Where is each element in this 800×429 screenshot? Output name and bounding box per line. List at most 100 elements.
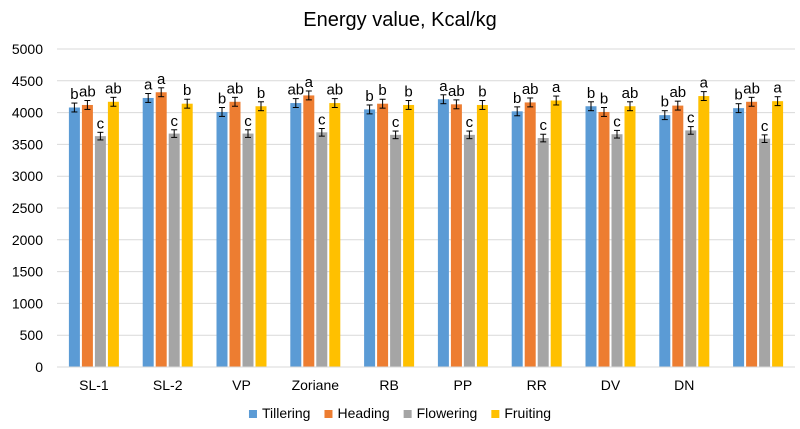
bar [659, 115, 671, 367]
significance-label: b [478, 84, 486, 101]
significance-label: c [244, 113, 252, 130]
significance-label: c [170, 113, 178, 130]
x-axis-tick-labels: SL-1 SL-2 VP Zoriane RB PP RR DV DN [79, 377, 694, 393]
significance-label: b [404, 84, 412, 101]
legend-label: Tillering [262, 405, 311, 421]
legend-swatch [491, 410, 500, 418]
x-tick-label: DV [601, 377, 621, 393]
bar [142, 97, 154, 368]
legend-swatch [324, 410, 333, 418]
significance-label: c [392, 114, 400, 131]
significance-label: a [157, 71, 166, 88]
y-tick-label: 2000 [12, 232, 43, 248]
y-tick-label: 5000 [12, 41, 43, 57]
bar [611, 134, 623, 367]
bar [216, 111, 228, 368]
bar [585, 106, 597, 368]
bar [255, 106, 267, 368]
significance-label: b [183, 82, 191, 99]
y-tick-label: 500 [20, 327, 44, 343]
gridlines [57, 48, 795, 336]
significance-label: b [257, 85, 265, 102]
bar [733, 108, 745, 367]
significance-label: c [466, 114, 474, 131]
significance-label: ab [105, 80, 122, 97]
bar [759, 138, 771, 367]
bar [68, 107, 80, 368]
significance-label: c [613, 113, 621, 130]
significance-label: b [378, 82, 386, 99]
bar [450, 104, 462, 367]
bar [685, 130, 697, 367]
y-tick-label: 2500 [12, 200, 43, 216]
bar [107, 101, 119, 368]
bar [364, 109, 376, 368]
significance-label: c [97, 115, 105, 132]
significance-label: ab [448, 83, 465, 100]
y-tick-label: 4500 [12, 73, 43, 89]
bar [316, 132, 328, 367]
y-tick-label: 1000 [12, 295, 43, 311]
bar [511, 111, 523, 367]
significance-label: ab [669, 84, 686, 101]
legend-label: Fruiting [504, 405, 551, 421]
y-tick-label: 3000 [12, 168, 43, 184]
significance-label: b [513, 90, 521, 107]
significance-label: ab [622, 85, 639, 102]
significance-label: b [587, 85, 595, 102]
significance-label: b [218, 91, 226, 108]
bar [437, 99, 449, 367]
significance-label: ab [743, 80, 760, 97]
bar [168, 133, 180, 367]
x-tick-label: SL-1 [79, 377, 109, 393]
significance-label: a [144, 77, 153, 94]
x-tick-label: Zoriane [292, 377, 340, 393]
bars [68, 92, 784, 368]
bar [672, 105, 684, 367]
legend-swatch [248, 410, 257, 418]
bar [524, 102, 536, 367]
bar [463, 134, 475, 367]
bar [698, 96, 710, 368]
bar [377, 103, 389, 368]
significance-label: ab [326, 82, 343, 99]
bar [598, 111, 610, 368]
x-tick-label: VP [232, 377, 251, 393]
bar [155, 92, 167, 368]
chart-title: Energy value, Kcal/kg [303, 9, 496, 31]
bar [229, 101, 241, 368]
significance-label: a [773, 80, 782, 97]
y-tick-label: 0 [35, 359, 43, 375]
significance-label: b [600, 91, 608, 108]
bar [746, 101, 758, 368]
legend-label: Flowering [417, 405, 478, 421]
bar [537, 138, 549, 367]
significance-label: a [439, 78, 448, 95]
significance-label: b [365, 88, 373, 105]
y-tick-label: 1500 [12, 264, 43, 280]
bar [550, 100, 562, 368]
x-tick-label: RB [379, 377, 398, 393]
significance-label: a [700, 75, 709, 92]
significance-label: a [552, 79, 561, 96]
y-tick-label: 4000 [12, 105, 43, 121]
legend-swatch [403, 410, 412, 418]
significance-label: b [661, 94, 669, 111]
significance-label: b [70, 86, 78, 103]
legend: Tillering Heading Flowering Fruiting [248, 405, 551, 421]
bar [390, 134, 402, 367]
bar [242, 133, 254, 367]
bar [303, 95, 315, 367]
significance-label: b [734, 87, 742, 104]
x-tick-label: DN [674, 377, 694, 393]
legend-label: Heading [337, 405, 389, 421]
bar [403, 104, 415, 367]
bar [772, 101, 784, 367]
significance-label: c [761, 118, 769, 135]
x-tick-label: RR [527, 377, 547, 393]
bar [94, 136, 106, 367]
significance-label: ab [522, 81, 539, 98]
significance-label: c [318, 112, 326, 129]
